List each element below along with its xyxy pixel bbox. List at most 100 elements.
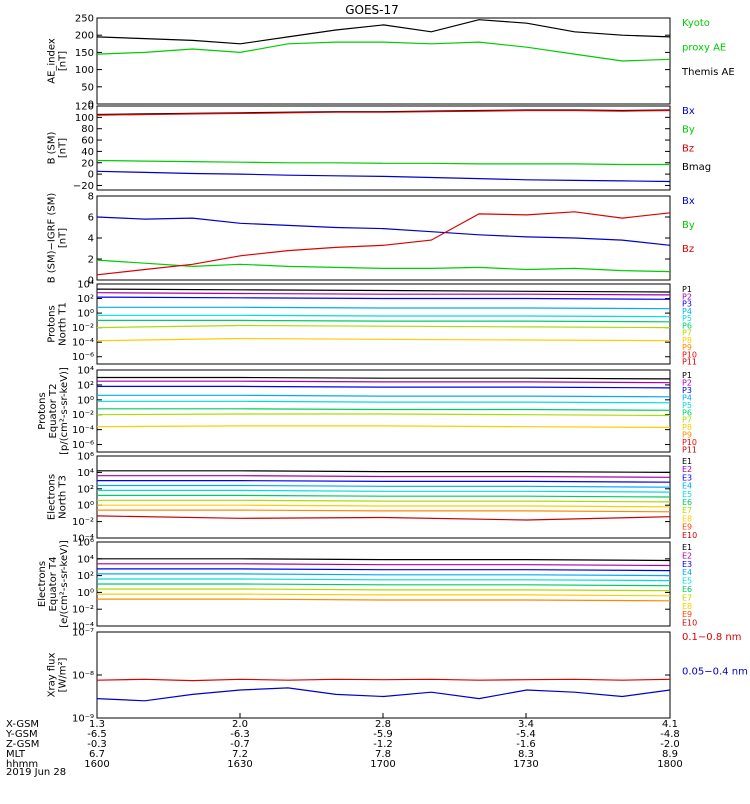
panel-frame <box>96 105 671 191</box>
series-line-bz <box>96 211 671 276</box>
time-axis-value: -5.9 <box>373 729 393 740</box>
ytick-label: 0 <box>88 100 94 111</box>
ytick-label: 2 <box>88 255 94 266</box>
legend-entry: P5 <box>682 401 692 410</box>
ytick-label: 200 <box>75 31 94 42</box>
time-axis-value: -1.6 <box>516 739 536 750</box>
legend-entry: By <box>682 220 695 231</box>
ytick-label: 10⁴ <box>77 280 94 291</box>
series-line-e2 <box>97 475 671 478</box>
legend-entry: P7 <box>682 329 692 338</box>
ytick-label: −20 <box>73 181 94 192</box>
legend-entry: E2 <box>682 551 692 560</box>
time-axis-value: 1600 <box>84 759 109 770</box>
series-line-e9 <box>97 509 671 513</box>
legend-entry: P2 <box>682 292 692 301</box>
legend-entry: P9 <box>682 431 692 440</box>
ytick-label: 10⁶ <box>77 538 94 549</box>
ytick-label: 10⁻⁸ <box>72 671 94 682</box>
series-line-by <box>96 159 670 166</box>
time-axis-value: -2.0 <box>660 739 680 750</box>
ytick-label: 10⁻² <box>72 323 94 334</box>
panel-frame <box>96 17 671 105</box>
panel-7: 10⁻⁴ 10⁻² 10⁰ 10² 10⁴ 10⁶ Electrons Equator T4[… <box>37 538 697 633</box>
ytick-label: 10⁻⁴ <box>72 425 94 436</box>
panel-1: 0 50 100 150 200 250 AE_index [nT] Kyoto proxy AE… <box>47 14 735 111</box>
series-line-e6 <box>97 494 671 498</box>
legend-entry: By <box>682 125 695 136</box>
legend-entry: P1 <box>682 371 692 380</box>
ytick-label: 10⁰ <box>77 588 94 599</box>
legend-entry: Bx <box>682 196 695 207</box>
ytick-label: 60 <box>81 136 94 147</box>
time-axis-row-label: Z-GSM <box>6 739 39 750</box>
series-line-p8 <box>96 425 671 428</box>
legend-entry: E6 <box>682 585 692 594</box>
legend-entry: proxy AE <box>682 43 726 54</box>
legend-entry: P4 <box>682 307 692 316</box>
series-line-themis-ae <box>96 19 671 45</box>
legend-entry: E10 <box>682 619 697 628</box>
time-axis-value: 6.7 <box>89 749 105 760</box>
ytick-label: 80 <box>81 124 94 135</box>
legend-entry: 0.05−0.4 nm <box>682 666 748 677</box>
legend-entry: E10 <box>682 531 697 540</box>
ytick-label: 0 <box>88 276 94 287</box>
ylabel-line: Electrons <box>37 561 48 607</box>
ylabel-line: [nT] <box>58 228 69 248</box>
plot-title: GOES-17 <box>345 3 399 17</box>
ylabel-line: [e/(cm²-s-sr-keV)] <box>59 540 70 628</box>
legend-entry: P10 <box>682 350 697 359</box>
legend-entry: P3 <box>682 300 692 309</box>
time-axis-value: 7.8 <box>375 749 391 760</box>
time-axis-value: -0.7 <box>230 739 250 750</box>
series-line-p4 <box>97 306 671 310</box>
ytick-label: 10⁻⁴ <box>72 622 94 633</box>
series-line-e9 <box>97 598 671 602</box>
series-line-bx <box>96 216 671 246</box>
ytick-label: 10⁴ <box>77 554 94 565</box>
ytick-label: 4 <box>88 234 94 245</box>
ytick-label: 6 <box>88 213 94 224</box>
time-axis-row-label: Y-GSM <box>5 729 38 740</box>
series-line-p3 <box>97 385 671 389</box>
legend-entry: P4 <box>682 393 692 402</box>
legend-entry: E4 <box>682 482 692 491</box>
series-line-e2 <box>97 563 671 567</box>
time-axis-value: -6.5 <box>87 729 107 740</box>
ytick-label: 10⁻⁶ <box>72 352 94 363</box>
time-axis-value: 3.4 <box>518 719 534 730</box>
series-line-p7 <box>96 324 671 329</box>
series-line-e5 <box>97 578 671 582</box>
time-axis-value: -0.3 <box>87 739 107 750</box>
series-line-e7 <box>97 499 671 503</box>
ytick-label: 10⁻⁷ <box>72 628 94 639</box>
time-axis-value: 4.1 <box>662 719 678 730</box>
time-axis-table: X-GSM 1.3 2.0 2.8 3.4 4.1 Y-GSM -6.5 -6.3 -5.9 -5.… <box>5 713 683 770</box>
series-line-p1 <box>97 376 671 380</box>
time-axis-value: 1.3 <box>89 719 105 730</box>
time-axis-value: 2.0 <box>232 719 248 730</box>
panel-frame <box>96 369 671 453</box>
legend-entry: E3 <box>682 473 692 482</box>
series-line-by <box>96 259 671 273</box>
series-line-e4 <box>97 573 671 577</box>
legend-entry: P9 <box>682 343 692 352</box>
series-line-p4 <box>97 394 671 398</box>
panel-8: 10⁻⁹ 10⁻⁸ 10⁻⁷ Xray flux [W/m²] 0.1−0.8 nm 0.0… <box>47 628 748 725</box>
ytick-label: 250 <box>75 14 94 25</box>
series-line-e5 <box>97 489 671 493</box>
series-line-bx <box>96 170 671 183</box>
panel-5: 10⁻⁶ 10⁻⁴ 10⁻² 10⁰ 10² 10⁴ Protons Equator T2 [p… <box>37 366 697 455</box>
legend-entry: P8 <box>682 336 692 345</box>
series-line-p5 <box>97 400 671 404</box>
series-line-bz <box>96 109 671 116</box>
legend-entry: Bz <box>682 143 694 154</box>
ytick-label: 10² <box>77 484 94 495</box>
legend-entry: P2 <box>682 378 692 387</box>
legend-entry: P6 <box>682 408 692 417</box>
time-axis-value: -6.3 <box>230 729 250 740</box>
ylabel-line: Xray flux <box>47 653 58 698</box>
ylabel-line: Electrons <box>47 474 58 520</box>
